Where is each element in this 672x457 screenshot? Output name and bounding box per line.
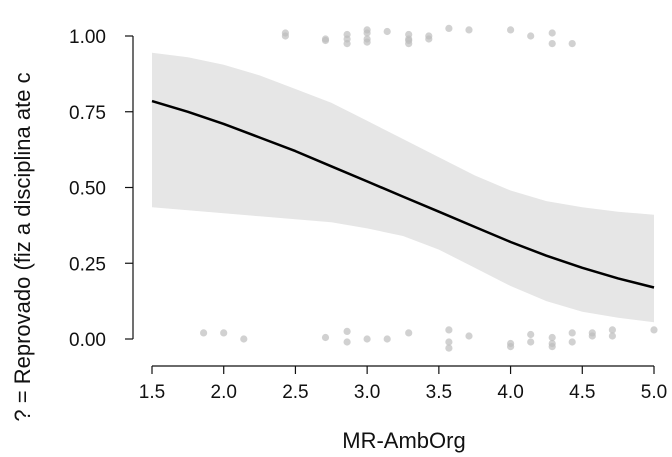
- data-point: [363, 26, 371, 34]
- data-point: [548, 343, 556, 351]
- x-tick-label: 2.5: [282, 382, 308, 403]
- data-point: [405, 40, 413, 48]
- x-tick-label: 1.5: [139, 382, 165, 403]
- data-point: [405, 329, 413, 337]
- data-point: [568, 329, 576, 337]
- data-point: [363, 335, 371, 343]
- data-point: [343, 327, 351, 335]
- y-tick-label: 0.75: [69, 103, 106, 124]
- x-tick-label: 2.0: [211, 382, 237, 403]
- data-points-layer: [200, 24, 658, 352]
- data-point: [445, 326, 453, 334]
- confidence-band: [152, 52, 654, 323]
- data-point: [405, 30, 413, 39]
- data-point: [650, 326, 658, 334]
- y-axis-label: ? = Reprovado (fiz a disciplina ate c: [10, 72, 35, 421]
- data-point: [343, 30, 351, 39]
- data-point: [465, 332, 473, 340]
- data-point: [568, 40, 576, 48]
- x-tick-label: 4.0: [497, 382, 523, 403]
- fitted-line-layer: [151, 99, 655, 289]
- data-point: [507, 343, 515, 351]
- x-axis-label: MR-AmbOrg: [342, 428, 465, 453]
- data-point: [568, 338, 576, 346]
- data-point: [507, 26, 515, 34]
- data-point: [240, 335, 248, 343]
- y-tick-label: 0.50: [69, 179, 106, 200]
- data-point: [343, 338, 351, 346]
- data-point: [527, 32, 535, 40]
- data-point: [321, 333, 330, 342]
- x-tick-label: 4.5: [569, 382, 595, 403]
- data-point: [608, 332, 617, 340]
- x-tick-label: 3.0: [354, 382, 380, 403]
- x-tick-label: 3.5: [426, 382, 452, 403]
- data-point: [321, 35, 330, 43]
- data-point: [548, 333, 556, 342]
- data-point: [588, 329, 596, 337]
- data-point: [445, 344, 453, 352]
- data-point: [445, 24, 453, 32]
- x-tick-label: 5.0: [641, 382, 667, 403]
- confidence-band-layer: [152, 52, 654, 323]
- fitted-line: [151, 99, 655, 289]
- y-tick-label: 0.00: [69, 330, 106, 351]
- data-point: [608, 326, 617, 334]
- data-point: [383, 27, 391, 36]
- data-point: [220, 329, 228, 337]
- axes-layer: 1.5 2.0 2.5 3.0 3.5 4.0 4.5 5.0 0.00 0.25 0.50 0.75…: [69, 27, 667, 403]
- data-point: [527, 330, 535, 339]
- data-point: [465, 26, 473, 34]
- data-point: [425, 32, 433, 40]
- data-point: [343, 40, 351, 48]
- y-tick-label: 1.00: [69, 27, 106, 48]
- data-point: [281, 29, 289, 37]
- data-point: [548, 40, 556, 48]
- data-point: [548, 29, 556, 37]
- y-tick-label: 0.25: [69, 254, 106, 275]
- data-point: [200, 329, 208, 337]
- data-point: [383, 335, 391, 343]
- data-point: [445, 338, 453, 346]
- data-point: [527, 338, 535, 346]
- data-point: [363, 38, 371, 46]
